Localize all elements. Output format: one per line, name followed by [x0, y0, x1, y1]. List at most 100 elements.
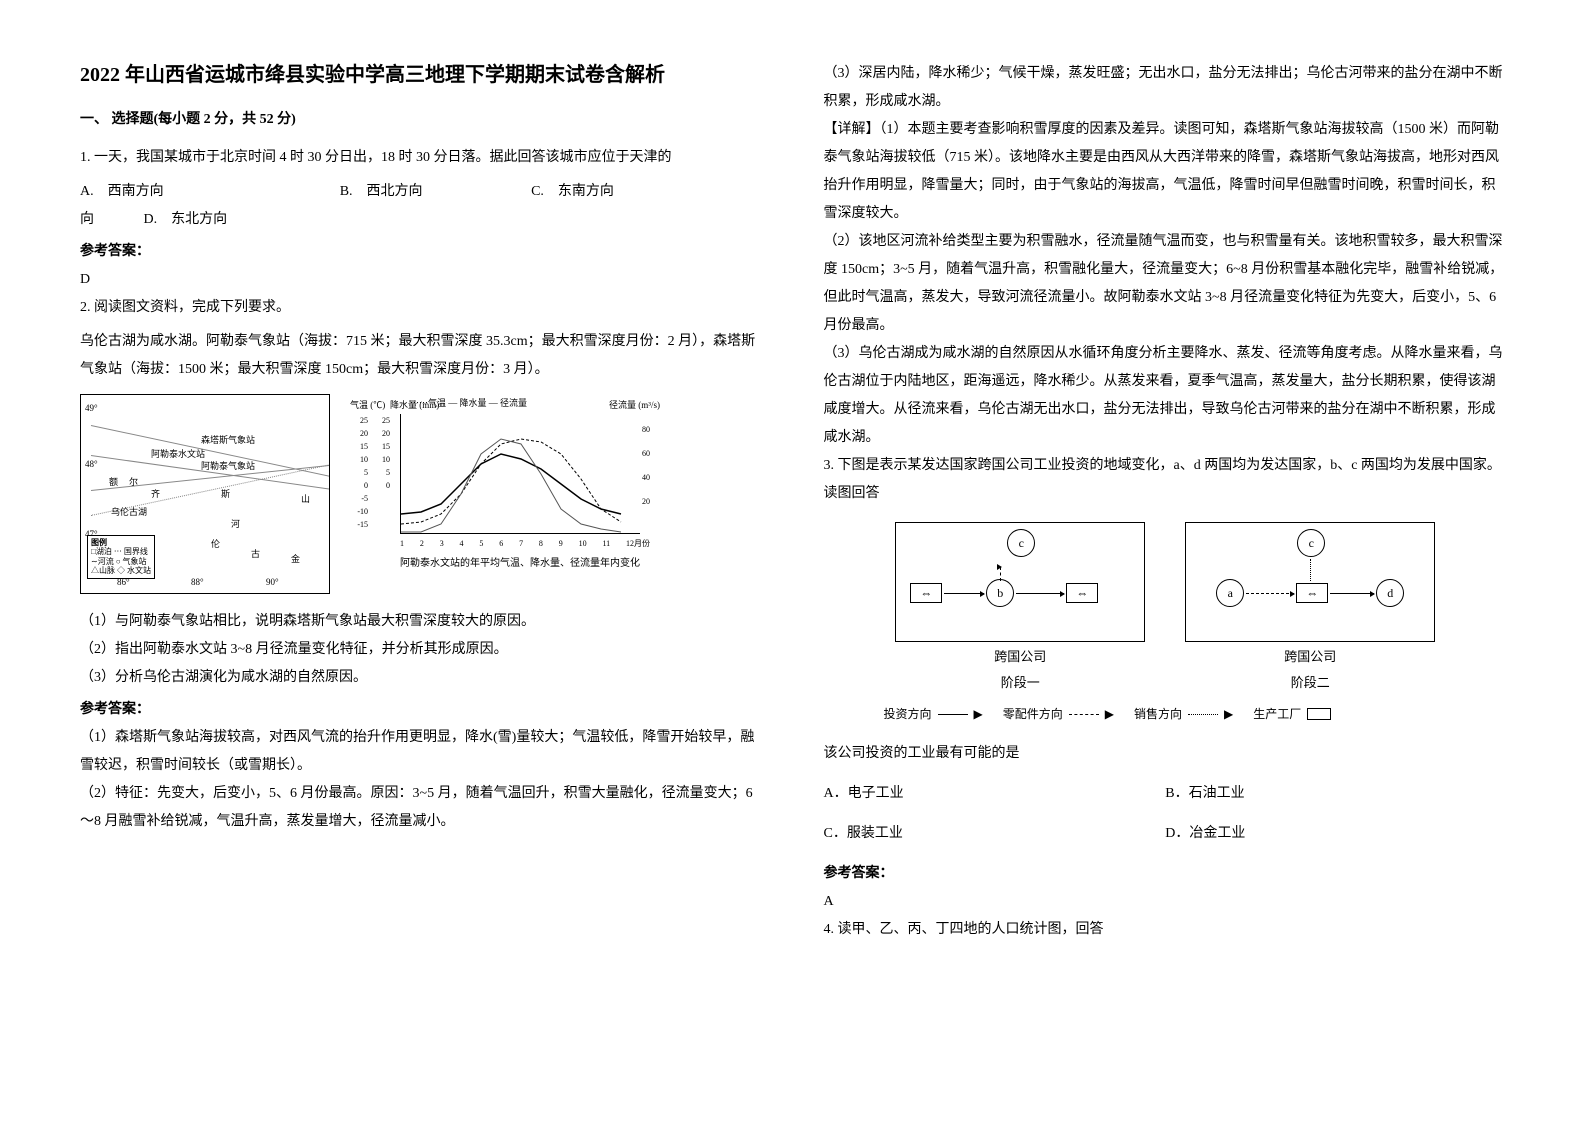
tick: 3 [440, 536, 444, 552]
leg-line-solid [938, 714, 968, 715]
left-column: 2022 年山西省运城市绛县实验中学高三地理下学期期末试卷含解析 一、 选择题(… [50, 60, 794, 1062]
chart-yleft-title: 气温 (℃) [350, 396, 385, 414]
label-gu: 古 [251, 545, 260, 563]
leg-sales: 销售方向 ▶ [1134, 702, 1233, 726]
tick: -10 [350, 505, 368, 518]
q3-opts-row1: A．电子工业 B．石油工业 [824, 780, 1508, 808]
chart-yright-ticks: 80 60 40 20 [642, 418, 660, 514]
q2-answer-1: （1）森塔斯气象站海拔较高，对西风气流的抬升作用更明显，降水(雪)量较大；气温较… [80, 724, 764, 780]
q2-detail-1: （1）本题主要考查影响积雪厚度的因素及差异。读图可知，森塔斯气象站海拔较高（15… [824, 122, 1500, 221]
chart-svg [401, 414, 641, 534]
tick: 5 [350, 466, 368, 479]
flow-row: c ⇔ b ⇔ 跨国公司 阶段一 c a ⇔ d [824, 522, 1508, 696]
q2-answer-label: 参考答案： [80, 696, 764, 724]
q3-answer: A [824, 888, 1508, 916]
q3-opt-d: D．冶金工业 [1165, 820, 1507, 848]
chart-yright-title: 径流量 (m³/s) [609, 396, 660, 414]
stage1-wrap: c ⇔ b ⇔ 跨国公司 阶段一 [895, 522, 1145, 696]
label-shan: 山 [301, 490, 310, 508]
leg-factory-label: 生产工厂 [1253, 702, 1301, 726]
q1-opt-c: C. 东南方向 [531, 178, 722, 206]
chart-legend: ⋯⋯气温 — 降水量 — 径流量 [410, 394, 527, 412]
tick: 10 [350, 453, 368, 466]
legend-row: □湖泊 ⋯ 国界线 [91, 547, 151, 557]
tick: 12月份 [626, 536, 650, 552]
tick: 10 [579, 536, 587, 552]
label-jin: 金 [291, 550, 300, 568]
q2-sub2: （2）指出阿勒泰水文站 3~8 月径流量变化特征，并分析其形成原因。 [80, 636, 764, 664]
tick: 5 [372, 466, 390, 479]
tick: 6 [499, 536, 503, 552]
q1-stem: 1. 一天，我国某城市于北京时间 4 时 30 分日出，18 时 30 分日落。… [80, 144, 764, 172]
q2-detail-2: （2）该地区河流补给类型主要为积雪融水，径流量随气温而变，也与积雪量有关。该地积… [824, 228, 1508, 340]
chart-x-ticks: 1 2 3 4 5 6 7 8 9 10 11 12月份 [400, 536, 650, 552]
q3-flow-diagram: c ⇔ b ⇔ 跨国公司 阶段一 c a ⇔ d [824, 522, 1508, 726]
q2-detail-3: （3）乌伦古湖成为咸水湖的自然原因从水循环角度分析主要降水、蒸发、径流等角度考虑… [824, 340, 1508, 452]
node-a: a [1216, 579, 1244, 607]
flow-legend: 投资方向 ▶ 零配件方向 ▶ 销售方向 ▶ 生产工厂 [884, 702, 1508, 726]
q2-sub1: （1）与阿勒泰气象站相比，说明森塔斯气象站最大积雪深度较大的原因。 [80, 608, 764, 636]
lon-88: 88° [191, 573, 204, 591]
tick: 15 [372, 440, 390, 453]
tick: 2 [420, 536, 424, 552]
stage2-label: 跨国公司 阶段二 [1185, 644, 1435, 696]
arrow-dash [1246, 593, 1294, 594]
tick: 8 [539, 536, 543, 552]
q3-opt-b: B．石油工业 [1165, 780, 1507, 808]
node-sq-right: ⇔ [1066, 583, 1098, 603]
arrow [944, 593, 984, 594]
tick: 15 [350, 440, 368, 453]
stage2-wrap: c a ⇔ d 跨国公司 阶段二 [1185, 522, 1435, 696]
legend-title: 图例 [91, 538, 151, 548]
arrow [1330, 593, 1374, 594]
node-c1: c [1007, 529, 1035, 557]
tick: 7 [519, 536, 523, 552]
tick: 9 [559, 536, 563, 552]
node-b: b [986, 579, 1014, 607]
tick: 10 [372, 453, 390, 466]
legend-row: △山脉 ◇ 水文站 [91, 566, 151, 576]
q1-answer: D [80, 266, 764, 294]
arrow-dash [1000, 567, 1001, 581]
q2-sub3: （3）分析乌伦古湖演化为咸水湖的自然原因。 [80, 664, 764, 692]
node-c2: c [1297, 529, 1325, 557]
lat-49: 49° [85, 399, 98, 417]
tick: 0 [372, 479, 390, 492]
leg-parts: 零配件方向 ▶ [1003, 702, 1114, 726]
lon-90: 90° [266, 573, 279, 591]
q2-chart: 气温 (℃) 降水量 (mm) 径流量 (m³/s) ⋯⋯气温 — 降水量 — … [350, 394, 660, 574]
legend-row: ∼河流 ○ 气象站 [91, 557, 151, 567]
q3-stem: 3. 下图是表示某发达国家跨国公司工业投资的地域变化，a、d 两国均为发达国家，… [824, 452, 1508, 508]
tick: 20 [372, 427, 390, 440]
chart-caption: 阿勒泰水文站的年平均气温、降水量、径流量年内变化 [400, 554, 640, 574]
node-sq-left: ⇔ [910, 583, 942, 603]
arrow-dot [1310, 559, 1311, 581]
q1-opt-b: B. 西北方向 [340, 178, 531, 206]
chart-yleft-ticks: 25 20 15 10 5 0 -5 -10 -15 [350, 414, 368, 531]
tick: -5 [350, 492, 368, 505]
tick: 60 [642, 442, 660, 466]
label-aletai-hydro: 阿勒泰水文站 [151, 445, 205, 463]
q4-stem: 4. 读甲、乙、丙、丁四地的人口统计图，回答 [824, 916, 1508, 944]
q2-diagram-row: 49° 48° 47° 86° 88° 90° 森塔斯气象站 阿勒泰水文站 阿勒… [80, 394, 764, 594]
leg-sales-label: 销售方向 [1134, 702, 1182, 726]
q2-detail-label: 【详解】（1）本题主要考查影响积雪厚度的因素及差异。读图可知，森塔斯气象站海拔较… [824, 116, 1508, 228]
tick: 11 [602, 536, 610, 552]
label-e: 额 [109, 473, 118, 491]
label-si: 斯 [221, 485, 230, 503]
page-title: 2022 年山西省运城市绛县实验中学高三地理下学期期末试卷含解析 [80, 60, 764, 90]
label-sentas: 森塔斯气象站 [201, 431, 255, 449]
q3-sub-question: 该公司投资的工业最有可能的是 [824, 740, 1508, 768]
label-qi: 齐 [151, 485, 160, 503]
q2-stem: 2. 阅读图文资料，完成下列要求。 [80, 294, 764, 322]
tick: 20 [350, 427, 368, 440]
leg-line-dash [1069, 714, 1099, 715]
section-heading: 一、 选择题(每小题 2 分，共 52 分) [80, 106, 764, 134]
chart-axes [400, 414, 640, 534]
map-legend: 图例 □湖泊 ⋯ 国界线 ∼河流 ○ 气象站 △山脉 ◇ 水文站 [87, 535, 155, 579]
q3-answer-label: 参考答案： [824, 860, 1508, 888]
q2-answer-3: （3）深居内陆，降水稀少；气候干燥，蒸发旺盛；无出水口，盐分无法排出；乌伦古河带… [824, 60, 1508, 116]
q1-opt-d-row: 向 D. 东北方向 [80, 206, 764, 234]
leg-invest: 投资方向 ▶ [884, 702, 983, 726]
node-factory: ⇔ [1296, 583, 1328, 603]
